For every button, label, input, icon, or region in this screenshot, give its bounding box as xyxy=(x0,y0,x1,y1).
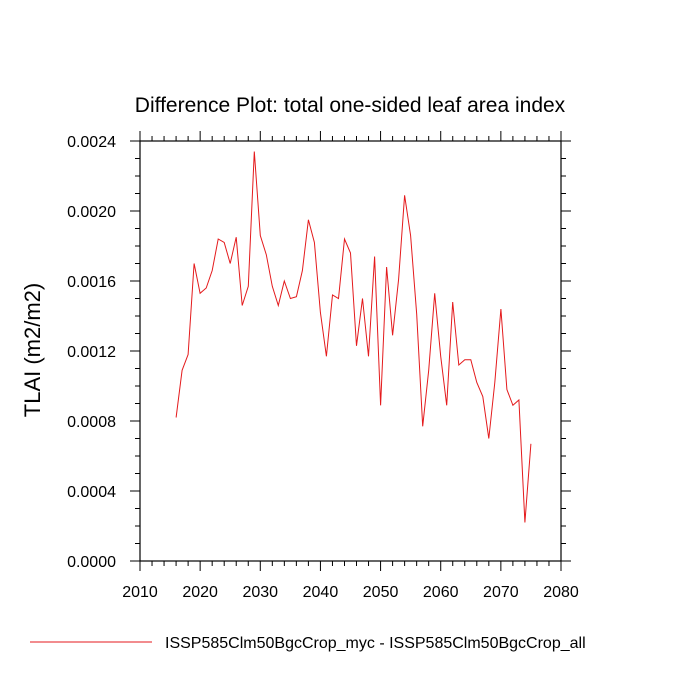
chart-title: Difference Plot: total one-sided leaf ar… xyxy=(135,94,566,117)
x-tick-label: 2020 xyxy=(182,584,218,601)
series-line xyxy=(175,151,532,523)
y-tick-label: 0.0016 xyxy=(67,274,116,291)
legend: ISSP585Clm50BgcCrop_myc - ISSP585Clm50Bg… xyxy=(30,635,586,652)
x-tick-label: 2040 xyxy=(303,584,339,601)
y-tick-label: 0.0020 xyxy=(67,204,116,221)
legend-label: ISSP585Clm50BgcCrop_myc - ISSP585Clm50Bg… xyxy=(165,635,586,652)
y-axis-label: TLAI (m2/m2) xyxy=(20,283,45,417)
x-tick-label: 2060 xyxy=(423,584,459,601)
x-tick-label: 2030 xyxy=(242,584,278,601)
x-tick-label: 2010 xyxy=(122,584,158,601)
y-tick-label: 0.0004 xyxy=(67,484,116,501)
x-tick-label: 2070 xyxy=(483,584,519,601)
plot-area: 2010 2020 2030 2040 2050 2060 2070 2080 0.0000 0.… xyxy=(67,131,579,601)
y-tick-label: 0.0012 xyxy=(67,344,116,361)
y-tick-label: 0.0008 xyxy=(67,414,116,431)
y-tick-label: 0.0024 xyxy=(67,134,116,151)
y-tick-label: 0.0000 xyxy=(67,554,116,571)
x-tick-label: 2050 xyxy=(363,584,399,601)
x-tick-label: 2080 xyxy=(543,584,579,601)
